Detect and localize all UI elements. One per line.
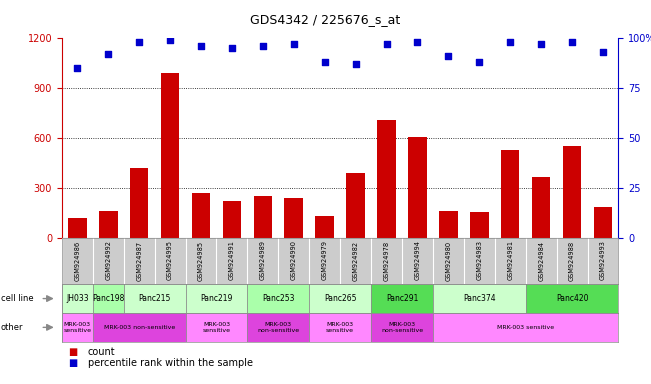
Text: ■: ■ — [68, 347, 77, 357]
Text: MRK-003
non-sensitive: MRK-003 non-sensitive — [257, 322, 299, 333]
Point — [103, 51, 113, 58]
Text: Panc374: Panc374 — [463, 294, 495, 303]
Text: GSM924992: GSM924992 — [105, 240, 111, 280]
Bar — [525, 284, 618, 313]
Text: GSM924994: GSM924994 — [415, 240, 421, 280]
Bar — [186, 313, 247, 342]
Point — [227, 45, 237, 51]
Point — [196, 43, 206, 50]
Bar — [247, 284, 309, 313]
Text: Panc253: Panc253 — [262, 294, 294, 303]
Text: Panc265: Panc265 — [324, 294, 356, 303]
Point — [258, 43, 268, 50]
Point — [72, 65, 83, 71]
Text: GSM924987: GSM924987 — [136, 240, 142, 280]
Point — [381, 41, 392, 48]
Bar — [315, 217, 334, 238]
Text: GSM924995: GSM924995 — [167, 240, 173, 280]
Text: Panc215: Panc215 — [139, 294, 171, 303]
Point — [536, 41, 546, 48]
Bar — [371, 284, 433, 313]
Bar — [92, 284, 124, 313]
Bar — [284, 198, 303, 238]
Bar — [62, 313, 92, 342]
Bar — [99, 212, 117, 238]
Text: MRK-003
sensitive: MRK-003 sensitive — [63, 322, 91, 333]
Bar — [62, 284, 92, 313]
Point — [474, 59, 484, 65]
Text: ■: ■ — [68, 358, 77, 368]
Bar — [562, 146, 581, 238]
Point — [350, 61, 361, 68]
Bar — [377, 120, 396, 238]
Point — [288, 41, 299, 48]
Bar — [309, 284, 371, 313]
Text: MRK-003 non-sensitive: MRK-003 non-sensitive — [104, 325, 174, 330]
Bar — [439, 212, 458, 238]
Bar — [191, 193, 210, 238]
Text: count: count — [88, 347, 115, 357]
Point — [165, 37, 175, 43]
Text: GSM924981: GSM924981 — [507, 240, 513, 280]
Text: GSM924985: GSM924985 — [198, 240, 204, 280]
Text: MRK-003 sensitive: MRK-003 sensitive — [497, 325, 554, 330]
Text: GSM924980: GSM924980 — [445, 240, 451, 280]
Point — [443, 53, 454, 60]
Bar — [433, 313, 618, 342]
Text: cell line: cell line — [1, 294, 33, 303]
Text: GSM924986: GSM924986 — [74, 240, 80, 280]
Text: GSM924993: GSM924993 — [600, 240, 606, 280]
Bar — [130, 168, 148, 238]
Point — [320, 59, 330, 65]
Text: GSM924988: GSM924988 — [569, 240, 575, 280]
Bar — [371, 313, 433, 342]
Text: MRK-003
non-sensitive: MRK-003 non-sensitive — [381, 322, 423, 333]
Text: GSM924991: GSM924991 — [229, 240, 235, 280]
Bar — [470, 212, 488, 238]
Bar — [532, 177, 550, 238]
Bar — [433, 284, 525, 313]
Bar — [309, 313, 371, 342]
Text: MRK-003
sensitive: MRK-003 sensitive — [202, 322, 230, 333]
Bar — [346, 173, 365, 238]
Text: GSM924978: GSM924978 — [383, 240, 389, 280]
Text: Panc219: Panc219 — [201, 294, 232, 303]
Text: GSM924983: GSM924983 — [477, 240, 482, 280]
Point — [505, 39, 516, 45]
Bar — [247, 313, 309, 342]
Point — [567, 39, 577, 45]
Text: Panc291: Panc291 — [386, 294, 418, 303]
Text: JH033: JH033 — [66, 294, 89, 303]
Text: GSM924989: GSM924989 — [260, 240, 266, 280]
Bar — [223, 202, 241, 238]
Bar — [68, 218, 87, 238]
Text: GDS4342 / 225676_s_at: GDS4342 / 225676_s_at — [251, 13, 400, 26]
Text: Panc198: Panc198 — [92, 294, 124, 303]
Bar — [408, 137, 426, 238]
Bar — [253, 197, 272, 238]
Bar — [501, 150, 519, 238]
Text: GSM924982: GSM924982 — [353, 240, 359, 280]
Text: GSM924990: GSM924990 — [291, 240, 297, 280]
Point — [134, 39, 145, 45]
Bar — [92, 313, 186, 342]
Text: other: other — [1, 323, 23, 332]
Bar — [594, 207, 612, 238]
Text: GSM924984: GSM924984 — [538, 240, 544, 280]
Bar — [124, 284, 186, 313]
Text: percentile rank within the sample: percentile rank within the sample — [88, 358, 253, 368]
Bar — [161, 73, 179, 238]
Bar — [186, 284, 247, 313]
Point — [598, 49, 608, 55]
Text: Panc420: Panc420 — [556, 294, 589, 303]
Point — [412, 39, 422, 45]
Text: GSM924979: GSM924979 — [322, 240, 327, 280]
Text: MRK-003
sensitive: MRK-003 sensitive — [326, 322, 354, 333]
